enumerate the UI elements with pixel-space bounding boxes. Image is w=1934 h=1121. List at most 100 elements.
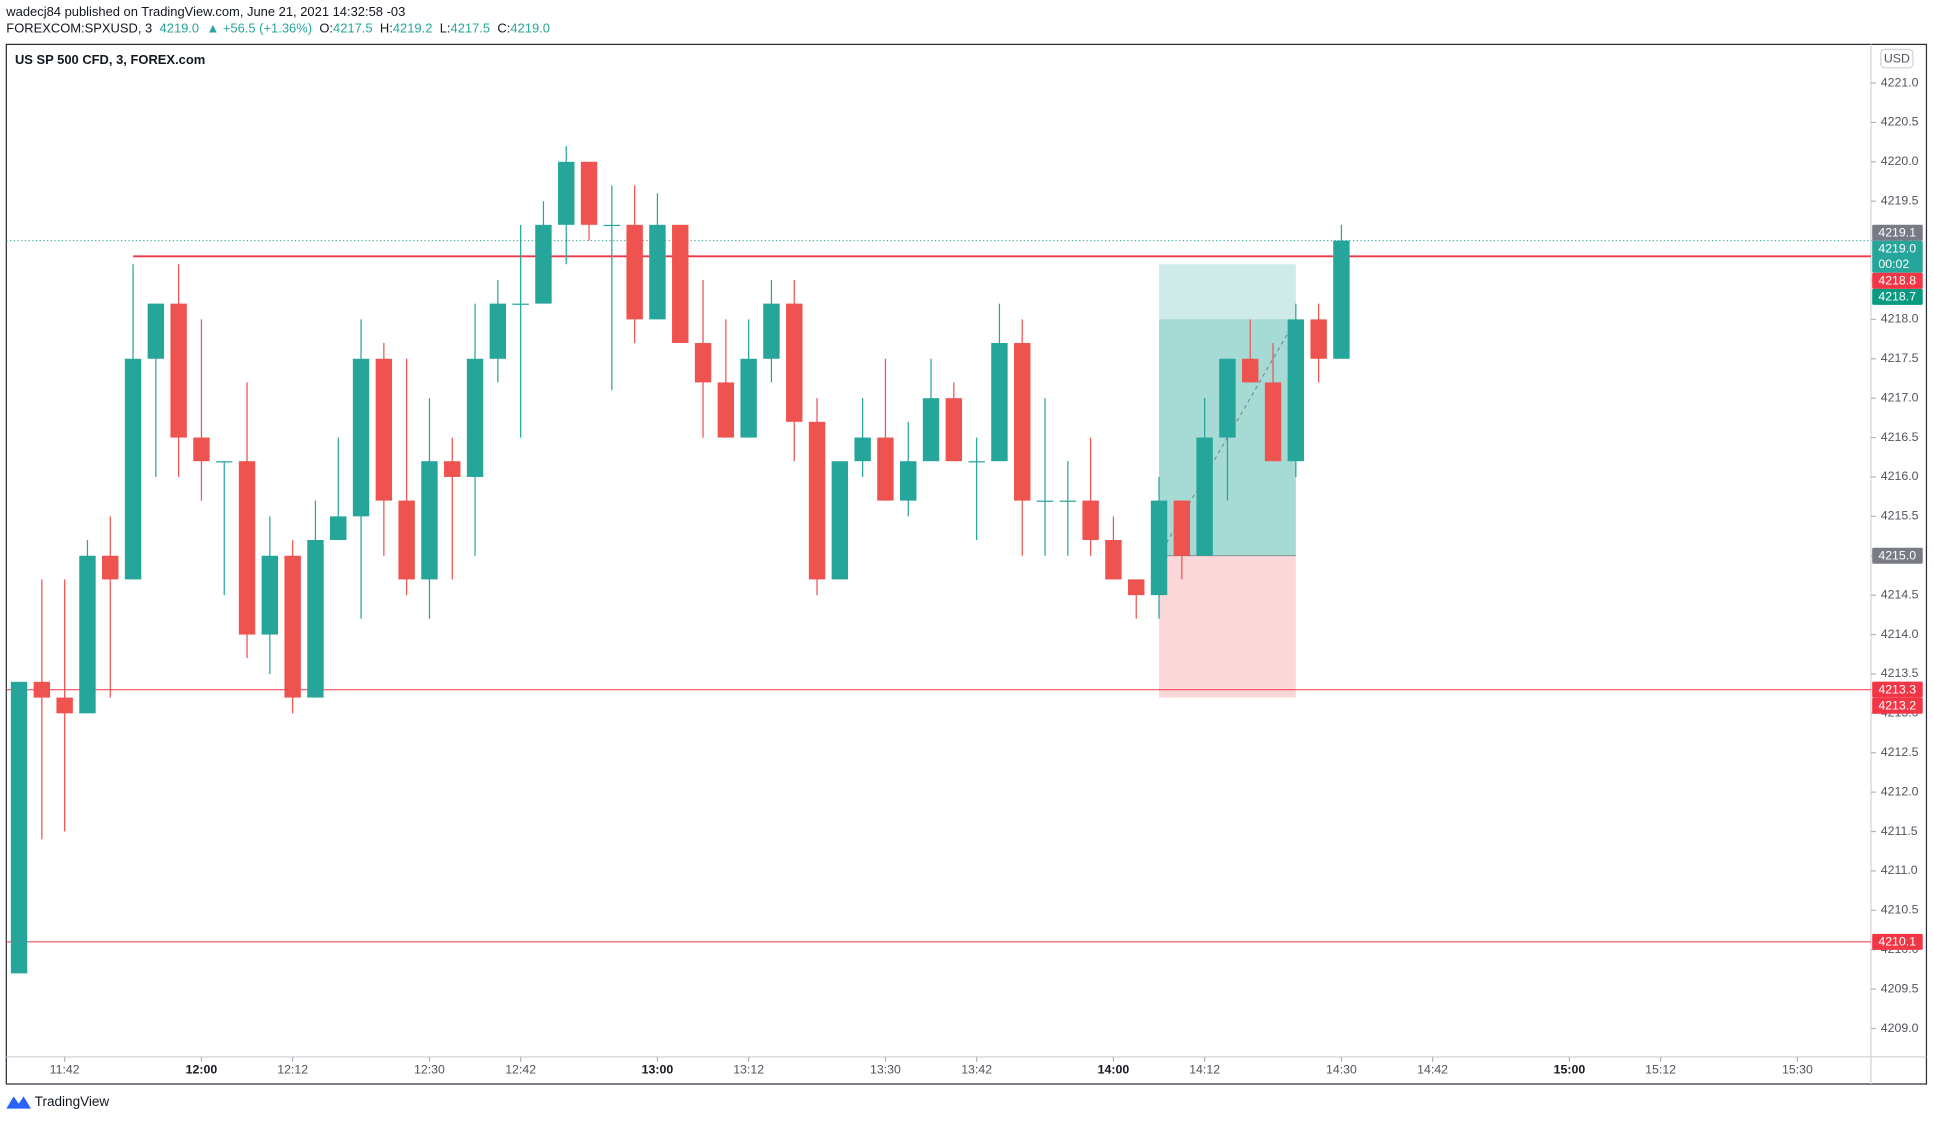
price-label-box bbox=[1872, 547, 1923, 564]
x-tick-label: 13:30 bbox=[870, 1063, 901, 1077]
candle-body bbox=[717, 382, 735, 438]
price-label: 4215.0 bbox=[1878, 548, 1916, 562]
candle-body bbox=[284, 555, 301, 698]
candle-body bbox=[238, 461, 256, 635]
candle-body bbox=[991, 343, 1008, 462]
x-tick-label: 14:12 bbox=[1189, 1063, 1220, 1077]
x-tick-label: 13:42 bbox=[961, 1063, 992, 1077]
y-tick-label: 4217.0 bbox=[1881, 390, 1919, 404]
candle-body bbox=[1242, 358, 1259, 383]
candle-body bbox=[79, 555, 96, 714]
candle-body bbox=[421, 461, 438, 580]
y-tick-label: 4212.0 bbox=[1881, 784, 1919, 798]
symbol: FOREXCOM:SPXUSD, 3 bbox=[6, 21, 152, 36]
price-label-box bbox=[1872, 224, 1923, 241]
candle-body bbox=[352, 358, 370, 517]
y-tick-label: 4220.5 bbox=[1881, 115, 1919, 129]
y-tick-label: 4214.0 bbox=[1881, 627, 1919, 641]
x-tick-label: 15:12 bbox=[1645, 1063, 1676, 1077]
y-tick-label: 4210.5 bbox=[1881, 903, 1919, 917]
candle-body bbox=[489, 303, 507, 359]
candle-body bbox=[1082, 500, 1099, 540]
price-label: 4218.8 bbox=[1878, 273, 1916, 287]
candle-body bbox=[535, 224, 552, 304]
candle-body bbox=[900, 461, 917, 501]
candle-body bbox=[763, 303, 780, 359]
x-tick-label: 14:30 bbox=[1326, 1063, 1357, 1077]
candle-body bbox=[626, 224, 643, 320]
x-tick-label: 13:00 bbox=[642, 1063, 674, 1077]
candle-body bbox=[102, 555, 119, 580]
price-label-box bbox=[1872, 272, 1923, 289]
candle-body bbox=[216, 461, 233, 463]
candle-body bbox=[603, 224, 621, 227]
ohlc-value: 4217.5 bbox=[333, 21, 373, 36]
candle-body bbox=[147, 303, 165, 359]
x-tick-label: 15:00 bbox=[1554, 1063, 1586, 1077]
plot-area bbox=[6, 146, 1871, 974]
price-label-box bbox=[1872, 240, 1923, 273]
candle-body bbox=[1150, 500, 1168, 596]
candle-body bbox=[854, 437, 871, 462]
tradingview-logo bbox=[6, 1096, 31, 1109]
candle-body bbox=[672, 224, 689, 344]
price-label-box bbox=[1872, 288, 1923, 305]
change: ▲ +56.5 (+1.36%) bbox=[206, 21, 312, 36]
price-label: 4219.1 bbox=[1878, 225, 1916, 239]
publisher-line: wadecj84 published on TradingView.com, J… bbox=[5, 4, 405, 19]
y-tick-label: 4219.5 bbox=[1881, 193, 1919, 207]
candle-body bbox=[649, 224, 666, 320]
candle-body bbox=[10, 681, 28, 974]
candle-body bbox=[968, 461, 985, 463]
x-tick-label: 14:00 bbox=[1098, 1063, 1130, 1077]
candle-body bbox=[694, 343, 712, 383]
y-tick-label: 4216.0 bbox=[1881, 469, 1919, 483]
candle-body bbox=[1059, 500, 1077, 502]
y-tick-label: 4213.5 bbox=[1881, 666, 1919, 680]
price-label-box bbox=[1872, 681, 1923, 698]
x-tick-label: 12:42 bbox=[505, 1063, 536, 1077]
candle-body bbox=[375, 358, 393, 501]
price-label: 4218.7 bbox=[1878, 289, 1916, 303]
candle-body bbox=[1264, 382, 1282, 462]
candle-body bbox=[512, 303, 529, 305]
y-tick-label: 4214.5 bbox=[1881, 587, 1919, 601]
chart-frame bbox=[5, 43, 1928, 1085]
y-tick-label: 4220.0 bbox=[1881, 154, 1919, 168]
y-tick-label: 4211.5 bbox=[1881, 824, 1918, 838]
x-tick-label: 11:42 bbox=[50, 1063, 80, 1077]
candle-body bbox=[877, 437, 894, 501]
candle-body bbox=[558, 161, 575, 225]
candle-body bbox=[808, 421, 826, 580]
price-label: 4213.3 bbox=[1878, 682, 1916, 696]
candle-body bbox=[1196, 437, 1213, 556]
candle-body bbox=[1036, 500, 1054, 502]
y-tick-label: 4212.5 bbox=[1881, 745, 1919, 759]
candle-body bbox=[1128, 579, 1145, 596]
y-tick-label: 4221.0 bbox=[1881, 75, 1919, 89]
candle-body bbox=[330, 516, 347, 540]
x-tick-label: 12:12 bbox=[277, 1063, 308, 1077]
y-tick-label: 4217.5 bbox=[1881, 351, 1919, 365]
stop-zone bbox=[1159, 555, 1296, 698]
ohlc-value: 4219.0 bbox=[510, 21, 550, 36]
candle-body bbox=[1333, 240, 1350, 359]
candle-body bbox=[1173, 500, 1191, 556]
candle-body bbox=[56, 697, 73, 714]
candle-body bbox=[193, 437, 210, 462]
y-tick-label: 4209.0 bbox=[1881, 1021, 1919, 1035]
ohlc-value: 4219.2 bbox=[393, 21, 433, 36]
candle-body bbox=[922, 398, 940, 462]
currency-badge[interactable] bbox=[1880, 48, 1914, 69]
x-tick-label: 13:12 bbox=[733, 1063, 764, 1077]
candle-body bbox=[466, 358, 484, 477]
last-price: 4219.0 bbox=[160, 21, 200, 36]
ohlc-value: 4217.5 bbox=[451, 21, 491, 36]
x-tick-label: 12:30 bbox=[414, 1063, 445, 1077]
price-label-box bbox=[1872, 933, 1923, 950]
ohlc-label: C: bbox=[497, 21, 510, 36]
candle-body bbox=[580, 161, 598, 225]
candle-body bbox=[170, 303, 187, 438]
